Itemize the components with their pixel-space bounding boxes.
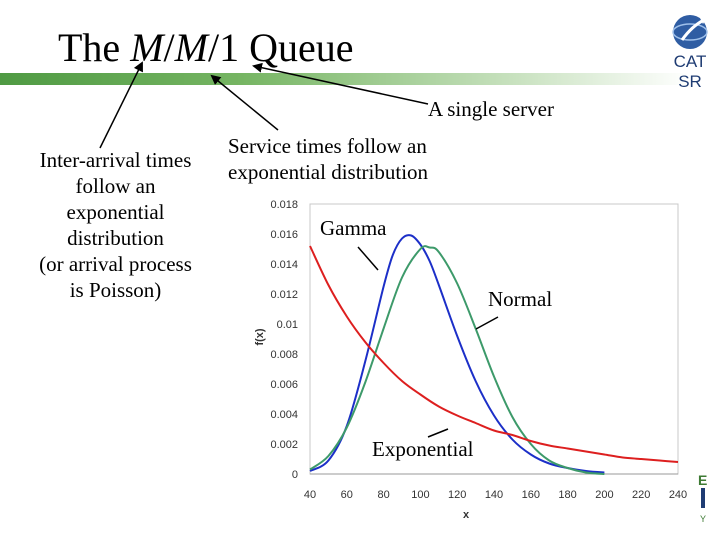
y-tick-label: 0.01: [277, 319, 298, 331]
exponential-label: Exponential: [372, 437, 474, 461]
normal-label: Normal: [488, 287, 553, 311]
x-tick-label: 220: [632, 489, 650, 501]
annotation-line: Inter-arrival times: [39, 148, 192, 172]
title-m2: M: [174, 25, 208, 70]
svg-text:Y: Y: [700, 514, 706, 524]
arrow-single-server: [252, 62, 429, 105]
logo-line-1: CAT: [673, 52, 707, 71]
title-rest: /1 Queue: [207, 25, 354, 70]
annotation-line: Service times follow an: [228, 134, 427, 158]
annotation-line: is Poisson): [69, 278, 162, 302]
y-tick-label: 0.018: [270, 199, 298, 211]
x-tick-label: 60: [341, 489, 353, 501]
title-pre: The: [58, 25, 131, 70]
title-underline-bar: [0, 73, 690, 85]
y-tick-label: 0.012: [270, 289, 298, 301]
annotation-line: exponential distribution: [228, 160, 429, 184]
chart-tick-labels: 0 0.002 0.004 0.006 0.008 0.01 0.012 0.014 0.016…: [254, 199, 687, 521]
svg-text:E: E: [698, 472, 707, 488]
x-tick-label: 200: [595, 489, 613, 501]
arrow-inter-arrival: [99, 61, 143, 149]
exponential-pointer-line: [427, 428, 449, 438]
globe-logo-icon: [672, 15, 708, 49]
logo-line-2: SR: [678, 72, 702, 91]
gamma-label: Gamma: [320, 216, 387, 240]
annotation-line: exponential: [66, 200, 165, 224]
footer-logo-icon: E Y: [698, 472, 707, 524]
y-tick-label: 0.014: [270, 259, 298, 271]
plot-frame: [309, 203, 679, 475]
x-tick-label: 240: [669, 489, 687, 501]
arrow-service: [210, 74, 279, 131]
x-tick-label: 120: [448, 489, 466, 501]
series-line-normal: [309, 245, 605, 475]
y-tick-label: 0.016: [270, 229, 298, 241]
series-line-exponential: [309, 245, 679, 463]
annotation-line: follow an: [75, 174, 156, 198]
gamma-pointer-line: [357, 246, 379, 271]
x-tick-label: 140: [485, 489, 503, 501]
chart-series-group: [309, 234, 679, 475]
catsr-logo-text: CAT SR: [662, 52, 718, 92]
annotation-line: distribution: [67, 226, 164, 250]
x-tick-label: 80: [377, 489, 389, 501]
single-server-annotation: A single server: [428, 97, 554, 121]
y-tick-label: 0.006: [270, 379, 298, 391]
y-tick-label: 0.002: [270, 439, 298, 451]
y-tick-label: 0.008: [270, 349, 298, 361]
title-slash: /: [163, 25, 175, 70]
y-tick-label: 0.004: [270, 409, 298, 421]
service-time-annotation: Service times follow an exponential dist…: [228, 133, 468, 185]
series-line-gamma: [309, 234, 605, 474]
normal-pointer-line: [475, 316, 499, 330]
y-tick-label: 0: [292, 469, 298, 481]
x-axis-title: x: [463, 509, 470, 521]
annotation-line: (or arrival process: [39, 252, 192, 276]
chart-plot-area: [309, 203, 679, 475]
inter-arrival-annotation: Inter-arrival times follow an exponentia…: [18, 147, 213, 303]
x-tick-label: 40: [304, 489, 316, 501]
x-tick-label: 100: [411, 489, 429, 501]
x-tick-label: 180: [558, 489, 576, 501]
slide-title: The M/M/1 Queue: [58, 24, 353, 72]
y-axis-title: f(x): [254, 328, 266, 345]
x-tick-label: 160: [522, 489, 540, 501]
